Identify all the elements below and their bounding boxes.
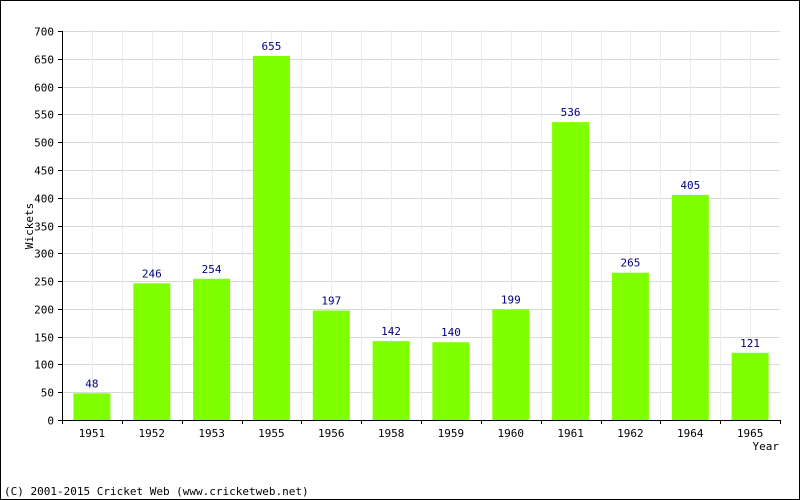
y-tick-label: 250 [34,276,54,289]
data-label: 140 [441,326,461,339]
data-label: 536 [561,106,581,119]
y-tick-label: 200 [34,304,54,317]
x-tick-label: 1964 [677,427,704,440]
x-axis-label: Year [753,440,780,453]
x-tick-label: 1955 [258,427,285,440]
data-label: 655 [261,40,281,53]
bar [73,393,111,420]
copyright-text: (C) 2001-2015 Cricket Web (www.cricketwe… [4,485,309,498]
y-tick-label: 100 [34,359,54,372]
y-tick-label: 550 [34,109,54,122]
x-tick-label: 1959 [438,427,465,440]
bar [372,341,410,420]
data-label: 199 [501,293,521,306]
y-tick-label: 500 [34,137,54,150]
data-label: 254 [202,263,222,276]
bar [312,310,350,420]
y-tick-label: 50 [41,387,54,400]
y-tick-label: 700 [34,26,54,39]
data-label: 197 [321,295,341,308]
bar [492,309,530,420]
y-tick-label: 350 [34,221,54,234]
bar [611,272,649,420]
bar [252,56,290,420]
x-tick-label: 1958 [378,427,405,440]
data-label: 405 [680,179,700,192]
y-tick-label: 650 [34,54,54,67]
x-tick-label: 1953 [198,427,225,440]
y-tick-label: 0 [47,415,54,428]
x-tick-label: 1956 [318,427,345,440]
bar [552,122,590,420]
bar [193,278,231,420]
data-label: 142 [381,325,401,338]
data-label: 48 [85,377,98,390]
x-tick-label: 1952 [139,427,166,440]
bar [671,194,709,420]
y-tick-label: 150 [34,332,54,345]
data-label: 121 [740,337,760,350]
y-tick-label: 450 [34,165,54,178]
x-tick-label: 1965 [737,427,764,440]
y-tick-label: 600 [34,82,54,95]
y-axis-label: Wickets [23,203,36,249]
bar [432,342,470,420]
x-tick-label: 1962 [617,427,644,440]
data-label: 265 [620,257,640,270]
x-tick-label: 1951 [79,427,106,440]
data-label: 246 [142,267,162,280]
y-tick-label: 300 [34,248,54,261]
x-tick-label: 1961 [557,427,584,440]
y-tick-label: 400 [34,193,54,206]
bar [731,352,769,420]
bar [133,283,171,420]
x-tick-label: 1960 [498,427,525,440]
